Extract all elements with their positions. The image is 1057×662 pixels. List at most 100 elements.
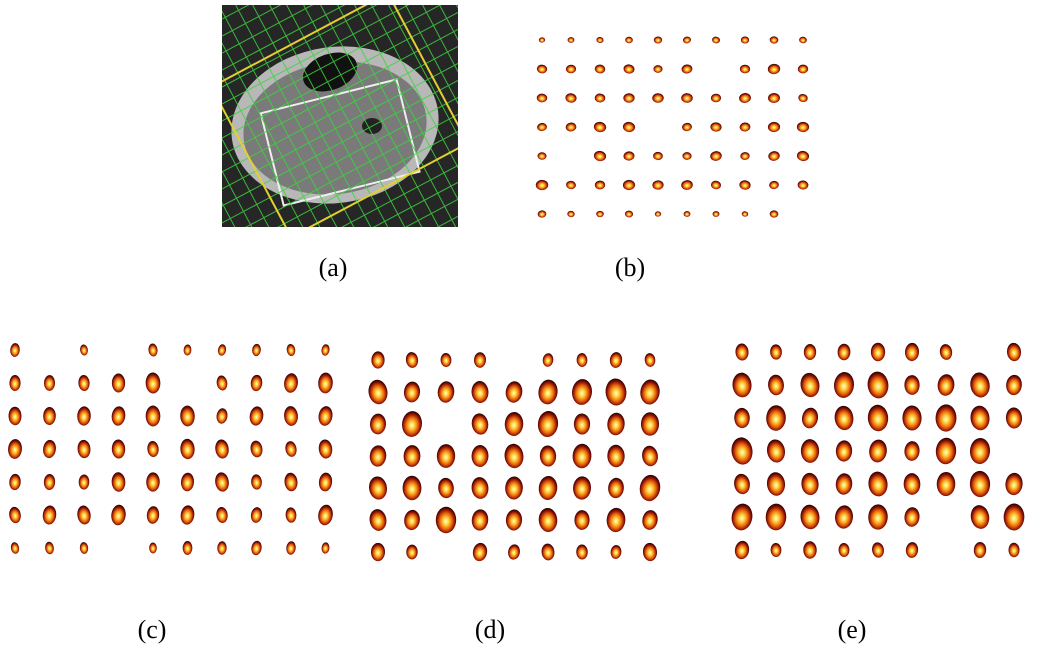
activation-blob [9, 473, 21, 490]
activation-blob [504, 380, 523, 403]
activation-blob [969, 471, 990, 498]
activation-blob [610, 545, 622, 560]
activation-blob [471, 509, 489, 532]
activation-blob [834, 505, 854, 530]
activation-blob [401, 410, 423, 438]
activation-blob [868, 439, 888, 464]
activation-blob [638, 473, 662, 502]
activation-blob [471, 476, 490, 499]
activation-blob [639, 378, 661, 405]
activation-blob [833, 371, 855, 399]
activation-blob [741, 37, 749, 44]
activation-blob [112, 374, 125, 393]
activation-blob [625, 37, 633, 44]
activation-blob [623, 93, 634, 102]
activation-blob [318, 439, 334, 460]
activation-blob [642, 542, 657, 561]
activation-blob [768, 150, 781, 161]
activation-blob [797, 122, 809, 132]
activation-blob [768, 93, 780, 103]
activation-blob [681, 122, 692, 132]
activation-blob [216, 408, 229, 425]
activation-blob [146, 472, 160, 492]
activation-blob [471, 380, 489, 403]
activation-blob [10, 542, 20, 555]
activation-blob [183, 541, 193, 555]
activation-blob [542, 353, 554, 368]
activation-blob [574, 510, 589, 530]
activation-blob [973, 542, 986, 559]
activation-blob [654, 36, 663, 43]
activation-blob [681, 64, 693, 74]
activation-blob [470, 412, 490, 436]
activation-blob [969, 405, 991, 432]
activation-blob [1006, 342, 1022, 361]
activation-blob [969, 504, 991, 531]
activation-blob [798, 93, 809, 102]
activation-blob [903, 473, 920, 495]
activation-blob [596, 211, 604, 217]
activation-blob [43, 407, 56, 425]
activation-blob [250, 374, 263, 391]
activation-blob [935, 404, 956, 432]
activation-blob [214, 439, 230, 460]
activation-blob [565, 122, 577, 132]
activation-blob [732, 372, 753, 398]
activation-blob [868, 504, 888, 530]
panel-label: (e) [838, 615, 867, 644]
figure: (a) (b) (c) (d) (e) [0, 0, 1057, 662]
activation-blob [799, 36, 808, 43]
activation-blob [406, 544, 418, 559]
activation-blob [180, 438, 195, 459]
activation-blob [711, 94, 722, 103]
activation-blob [566, 64, 577, 73]
activation-blob [76, 505, 92, 526]
activation-blob [803, 541, 817, 559]
activation-blob [541, 543, 556, 561]
panel-label: (b) [615, 253, 645, 282]
activation-blob [474, 352, 487, 368]
activation-blob [710, 122, 722, 132]
activation-blob [769, 210, 778, 218]
reconstructions [7, 36, 1024, 562]
activation-blob [111, 472, 126, 492]
activation-blob [403, 509, 421, 531]
activation-blob [607, 477, 624, 499]
activation-blob [905, 541, 919, 558]
activation-blob [405, 351, 419, 368]
activation-blob [504, 412, 524, 437]
activation-blob [371, 351, 384, 368]
activation-blob [437, 444, 456, 468]
activation-blob [217, 541, 227, 555]
activation-blob [565, 93, 577, 104]
activation-blob [539, 37, 546, 43]
activation-blob [902, 405, 921, 430]
activation-blob [1005, 407, 1022, 429]
activation-blob [283, 406, 299, 427]
activation-blob [214, 471, 230, 492]
activation-blob [801, 439, 820, 463]
activation-blob [539, 445, 556, 467]
activation-blob [769, 180, 780, 189]
activation-blob [734, 408, 750, 429]
activation-blob [79, 344, 88, 356]
activation-blob [712, 211, 719, 217]
activation-blob [571, 378, 593, 406]
activation-blob [576, 353, 588, 368]
activation-blob [835, 440, 852, 462]
activation-blob [572, 476, 591, 500]
activation-blob [768, 122, 781, 133]
activation-blob [607, 444, 625, 467]
activation-blob [44, 474, 56, 491]
activation-blob [180, 505, 196, 526]
activation-blob [149, 543, 157, 554]
activation-blob [180, 405, 196, 426]
activation-blob [739, 122, 751, 132]
activation-blob [505, 509, 522, 531]
activation-blob [683, 211, 690, 217]
activation-blob [537, 410, 560, 438]
activation-blob [111, 406, 127, 427]
activation-blob [321, 344, 331, 357]
activation-blob [800, 406, 819, 429]
activation-blob [110, 504, 127, 526]
